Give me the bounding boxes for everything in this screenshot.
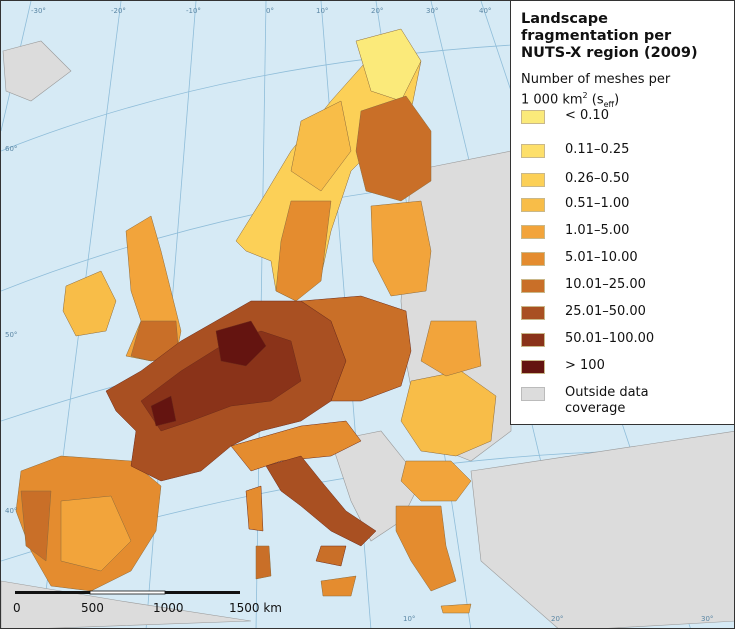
- grat-label-top-0: -30°: [31, 7, 46, 15]
- legend-label-2: 0.26–0.50: [565, 171, 630, 186]
- legend-subtitle-line2-prefix: 1 000 km: [521, 92, 583, 108]
- legend-label-10: Outside data coverage: [565, 385, 649, 416]
- grat-label-top-7: 40°: [479, 7, 491, 15]
- grat-label-top-5: 20°: [371, 7, 383, 15]
- islands: [255, 545, 472, 614]
- grat-label-top-4: 10°: [316, 7, 328, 15]
- legend-swatch-3: [521, 198, 545, 212]
- legend-subtitle-open: (s: [587, 92, 604, 108]
- scandinavia: [235, 28, 432, 302]
- legend-swatch-5: [521, 252, 545, 266]
- scale-label-1500: 1500 km: [229, 601, 282, 615]
- legend-swatch-10: [521, 387, 545, 401]
- scale-label-1000: 1000: [153, 601, 184, 615]
- grat-label-bottom-0: 10°: [403, 615, 415, 623]
- legend-swatch-7: [521, 306, 545, 320]
- legend-label-9: > 100: [565, 358, 605, 373]
- grat-label-top-3: 0°: [266, 7, 274, 15]
- grat-label-top-2: -10°: [186, 7, 201, 15]
- grat-label-top-6: 30°: [426, 7, 438, 15]
- grat-label-left-0: 60°: [5, 145, 17, 153]
- legend-label-8: 50.01–100.00: [565, 331, 655, 346]
- italy: [245, 455, 377, 567]
- iberia: [15, 455, 162, 592]
- legend-subtitle-close: ): [614, 92, 620, 108]
- legend-swatch-0: [521, 110, 545, 124]
- legend-label-4: 1.01–5.00: [565, 223, 630, 238]
- grat-label-top-1: -20°: [111, 7, 126, 15]
- scale-bar: 0 500 1000 1500 km: [13, 590, 282, 615]
- scale-label-500: 500: [81, 601, 104, 615]
- graticule-labels: -30° -20° -10° 0° 10° 20° 30° 40° 60° 50…: [5, 7, 713, 623]
- british-isles: [62, 215, 182, 362]
- central-europe: [105, 295, 412, 482]
- grat-label-left-2: 40°: [5, 507, 17, 515]
- grat-label-bottom-2: 30°: [701, 615, 713, 623]
- legend-label-1: 0.11–0.25: [565, 142, 630, 157]
- legend-label-0: < 0.10: [565, 108, 609, 123]
- grat-label-left-1: 50°: [5, 331, 17, 339]
- grat-label-bottom-1: 20°: [551, 615, 563, 623]
- legend-swatch-9: [521, 360, 545, 374]
- legend-subtitle-line1: Number of meshes per: [521, 72, 671, 87]
- legend-subtitle: Number of meshes per 1 000 km2 (seff): [521, 72, 724, 113]
- legend-label-6: 10.01–25.00: [565, 277, 646, 292]
- legend-panel: Landscape fragmentation per NUTS-X regio…: [510, 1, 734, 425]
- legend-swatch-6: [521, 279, 545, 293]
- map-title: Landscape fragmentation per NUTS-X regio…: [521, 11, 698, 61]
- legend-swatch-1: [521, 144, 545, 158]
- legend-swatch-8: [521, 333, 545, 347]
- legend-label-3: 0.51–1.00: [565, 196, 630, 211]
- scale-label-0: 0: [13, 601, 21, 615]
- legend-swatch-2: [521, 173, 545, 187]
- legend-subtitle-sup: 2: [582, 91, 588, 100]
- legend-subtitle-sub: eff: [603, 99, 615, 109]
- legend-label-7: 25.01–50.00: [565, 304, 646, 319]
- legend-swatch-4: [521, 225, 545, 239]
- southeast-europe: [395, 320, 497, 592]
- legend-label-5: 5.01–10.00: [565, 250, 638, 265]
